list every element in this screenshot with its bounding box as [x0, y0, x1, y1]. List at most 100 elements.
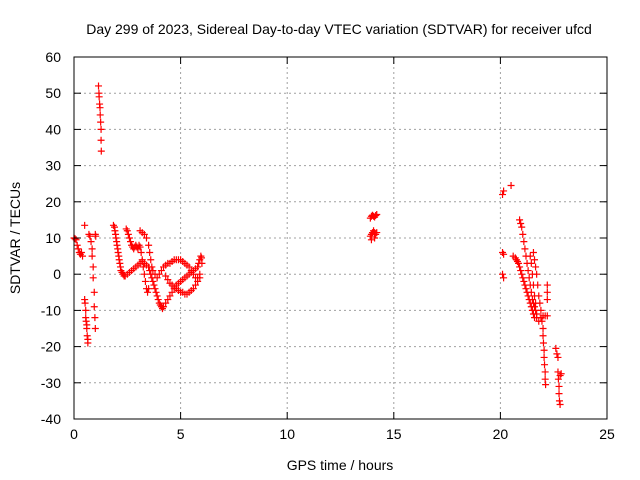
data-point	[196, 274, 204, 282]
data-point	[557, 370, 565, 378]
data-point	[555, 382, 563, 390]
data-point	[536, 299, 544, 307]
data-point	[162, 299, 170, 307]
y-tick-label: 10	[45, 230, 61, 246]
data-point	[95, 93, 103, 101]
data-point	[517, 267, 525, 275]
data-point	[519, 230, 527, 238]
data-point	[146, 248, 154, 256]
data-point	[154, 296, 162, 304]
data-point	[555, 397, 563, 405]
data-point	[529, 248, 537, 256]
data-point	[162, 272, 170, 280]
data-point	[141, 277, 149, 285]
data-point	[543, 288, 551, 296]
x-tick-label: 20	[493, 426, 509, 442]
data-point	[74, 245, 82, 253]
data-point	[92, 232, 100, 240]
data-point	[527, 259, 535, 267]
data-point	[537, 306, 545, 314]
data-point	[97, 118, 105, 126]
data-point	[542, 381, 550, 389]
axes: 0 5 10 15 20 25 -40 -30 -20 -10 0 10 20 30 40 50 60	[41, 49, 615, 442]
data-point	[516, 263, 524, 271]
data-point	[144, 288, 152, 296]
data-point	[140, 230, 148, 238]
data-points	[70, 82, 565, 409]
data-point	[194, 263, 202, 271]
data-point	[96, 104, 104, 112]
data-point	[111, 227, 119, 235]
data-point	[96, 111, 104, 119]
data-point	[153, 274, 161, 282]
data-point	[555, 390, 563, 398]
data-point	[499, 248, 507, 256]
data-point	[197, 252, 205, 260]
data-point	[518, 223, 526, 231]
data-point	[160, 303, 168, 311]
data-point	[556, 401, 564, 409]
y-tick-label: -10	[41, 302, 61, 318]
data-point	[157, 267, 165, 275]
x-axis-label: GPS time / hours	[287, 457, 394, 473]
data-point	[192, 281, 200, 289]
data-point	[84, 339, 92, 347]
data-point	[140, 270, 148, 278]
series-seg-loop-b	[136, 227, 204, 282]
data-point	[138, 256, 146, 264]
data-point	[88, 252, 96, 260]
data-point	[145, 285, 153, 293]
data-point	[532, 263, 540, 271]
series-seg-spike-low	[81, 221, 100, 347]
chart-title: Day 299 of 2023, Sidereal Day-to-day VTE…	[86, 21, 592, 37]
data-point	[522, 285, 530, 293]
data-point	[521, 245, 529, 253]
data-point	[538, 317, 546, 325]
data-point	[499, 191, 507, 199]
data-point	[371, 234, 379, 242]
data-point	[187, 267, 195, 275]
data-point	[164, 296, 172, 304]
data-point	[533, 310, 541, 318]
data-point	[373, 210, 381, 218]
series-seg-spike-high	[95, 82, 105, 155]
data-point	[91, 314, 99, 322]
data-point	[524, 267, 532, 275]
data-point	[145, 241, 153, 249]
data-point	[189, 285, 197, 293]
data-point	[136, 243, 144, 251]
data-point	[81, 299, 89, 307]
data-point	[89, 274, 97, 282]
data-point	[527, 288, 535, 296]
data-point	[520, 238, 528, 246]
data-point	[518, 270, 526, 278]
data-point	[507, 182, 515, 190]
data-point	[539, 332, 547, 340]
data-point	[194, 277, 202, 285]
data-point	[185, 263, 193, 271]
series-seg-loop-c	[162, 272, 204, 298]
data-point	[89, 263, 97, 271]
data-point	[81, 221, 89, 229]
data-point	[149, 277, 157, 285]
data-point	[517, 220, 525, 228]
y-tick-label: 30	[45, 158, 61, 174]
series-seg-main	[109, 221, 206, 313]
data-point	[500, 187, 508, 195]
data-point	[526, 252, 534, 260]
data-point	[534, 281, 542, 289]
data-point	[85, 230, 93, 238]
data-point	[543, 296, 551, 304]
data-point	[515, 259, 523, 267]
data-point	[109, 221, 117, 229]
data-point	[519, 274, 527, 282]
data-point	[500, 274, 508, 282]
data-point	[543, 281, 551, 289]
data-point	[126, 238, 134, 246]
data-point	[147, 256, 155, 264]
data-point	[83, 332, 91, 340]
data-point	[198, 259, 206, 267]
data-point	[150, 281, 158, 289]
x-tick-label: 5	[177, 426, 185, 442]
